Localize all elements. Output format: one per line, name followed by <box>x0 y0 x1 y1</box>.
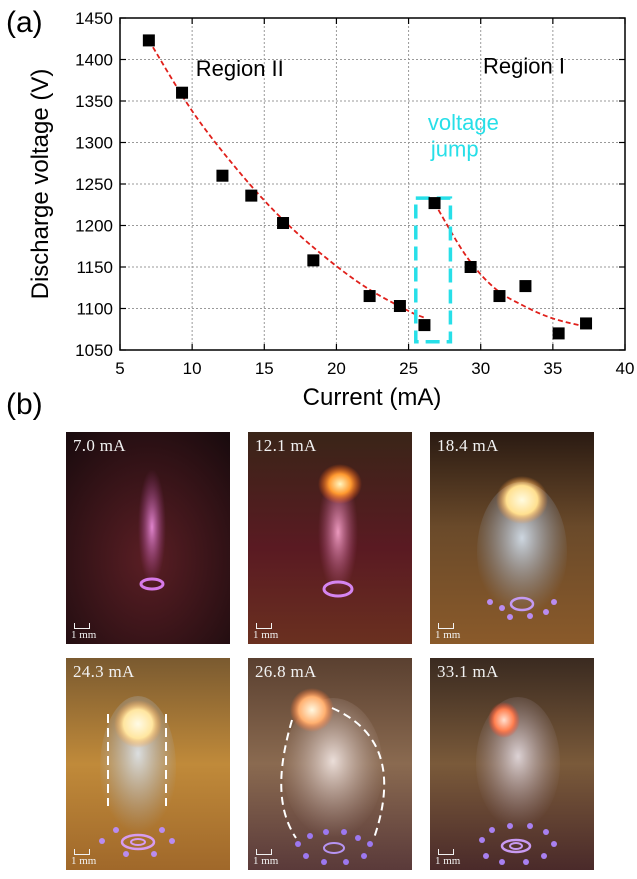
x-axis-label: Current (mA) <box>303 384 442 411</box>
data-point <box>363 290 376 303</box>
y-tick-label: 1050 <box>75 341 113 360</box>
data-point <box>277 217 290 230</box>
data-point <box>216 169 229 182</box>
photo-current-label: 24.3 mA <box>73 662 135 681</box>
y-tick-labels: 1050 1100 1150 1200 1250 1300 1350 1400 1450 <box>75 9 113 360</box>
photo-7-0-ma: 7.0 mA 1 mm <box>66 432 230 644</box>
scale-bar: 1 mm <box>435 849 460 867</box>
data-point <box>393 300 406 313</box>
y-tick-label: 1200 <box>75 217 113 236</box>
photo-current-label: 26.8 mA <box>255 662 317 681</box>
y-tick-label: 1350 <box>75 92 113 111</box>
panel-label-b: (b) <box>6 388 43 421</box>
discharge-voltage-chart: 5 10 15 20 25 30 35 40 1050 1100 1150 1200 1250 1300… <box>27 9 634 411</box>
fit-curves <box>148 39 587 328</box>
data-point <box>493 290 506 303</box>
y-tick-label: 1150 <box>76 258 113 277</box>
x-tick-label: 5 <box>115 359 124 378</box>
photo-33-1-ma: 33.1 mA 1 mm <box>430 658 594 870</box>
data-point <box>464 261 477 273</box>
voltage-jump-box <box>414 196 453 344</box>
x-tick-label: 15 <box>255 359 274 378</box>
data-point <box>142 34 155 47</box>
photo-12-1-ma: 12.1 mA 1 mm <box>248 432 412 644</box>
data-point <box>552 327 565 340</box>
chart-grid <box>120 18 625 350</box>
scale-bar: 1 mm <box>253 849 278 867</box>
voltage-jump-rect <box>414 196 453 344</box>
photo-current-label: 12.1 mA <box>255 436 317 455</box>
data-point <box>245 189 258 202</box>
data-point <box>428 197 441 210</box>
annotation-label: Region I <box>483 54 565 79</box>
fit-curve <box>433 202 587 328</box>
discharge-photos: 7.0 mA 1 mm 12.1 mA 1 mm <box>66 432 606 872</box>
annotation-label: Region II <box>196 56 284 81</box>
annotation-label: jump <box>430 137 479 162</box>
x-tick-label: 40 <box>616 359 635 378</box>
x-tick-label: 35 <box>543 359 562 378</box>
scale-bar: 1 mm <box>435 623 460 641</box>
y-tick-label: 1400 <box>75 51 113 70</box>
y-tick-label: 1100 <box>76 300 113 319</box>
scale-bar: 1 mm <box>253 623 278 641</box>
x-tick-label: 30 <box>471 359 490 378</box>
scale-bar: 1 mm <box>71 849 96 867</box>
photo-24-3-ma: 24.3 mA 1 mm <box>66 658 230 870</box>
photo-current-label: 18.4 mA <box>437 436 499 455</box>
annotation-label: voltage <box>428 110 499 135</box>
photo-18-4-ma: 18.4 mA 1 mm <box>430 432 594 644</box>
y-axis-label: Discharge voltage (V) <box>27 69 54 300</box>
photo-26-8-ma: 26.8 mA 1 mm <box>248 658 412 870</box>
photo-current-label: 33.1 mA <box>437 662 499 681</box>
plot-frame <box>119 17 626 351</box>
photo-current-label: 7.0 mA <box>73 436 126 455</box>
data-point <box>176 86 189 99</box>
y-tick-label: 1450 <box>75 9 113 28</box>
y-tick-label: 1300 <box>75 134 113 153</box>
data-point <box>519 280 532 293</box>
y-tick-label: 1250 <box>75 175 113 194</box>
panel-label-a: (a) <box>6 6 43 39</box>
x-tick-labels: 5 10 15 20 25 30 35 40 <box>115 359 634 378</box>
scale-bar: 1 mm <box>71 623 96 641</box>
x-tick-label: 20 <box>327 359 346 378</box>
fit-curve <box>148 39 425 319</box>
x-tick-label: 10 <box>183 359 202 378</box>
x-tick-label: 25 <box>399 359 418 378</box>
data-points <box>142 34 593 340</box>
data-point <box>580 317 593 330</box>
data-point <box>307 254 320 267</box>
data-point <box>418 319 431 332</box>
